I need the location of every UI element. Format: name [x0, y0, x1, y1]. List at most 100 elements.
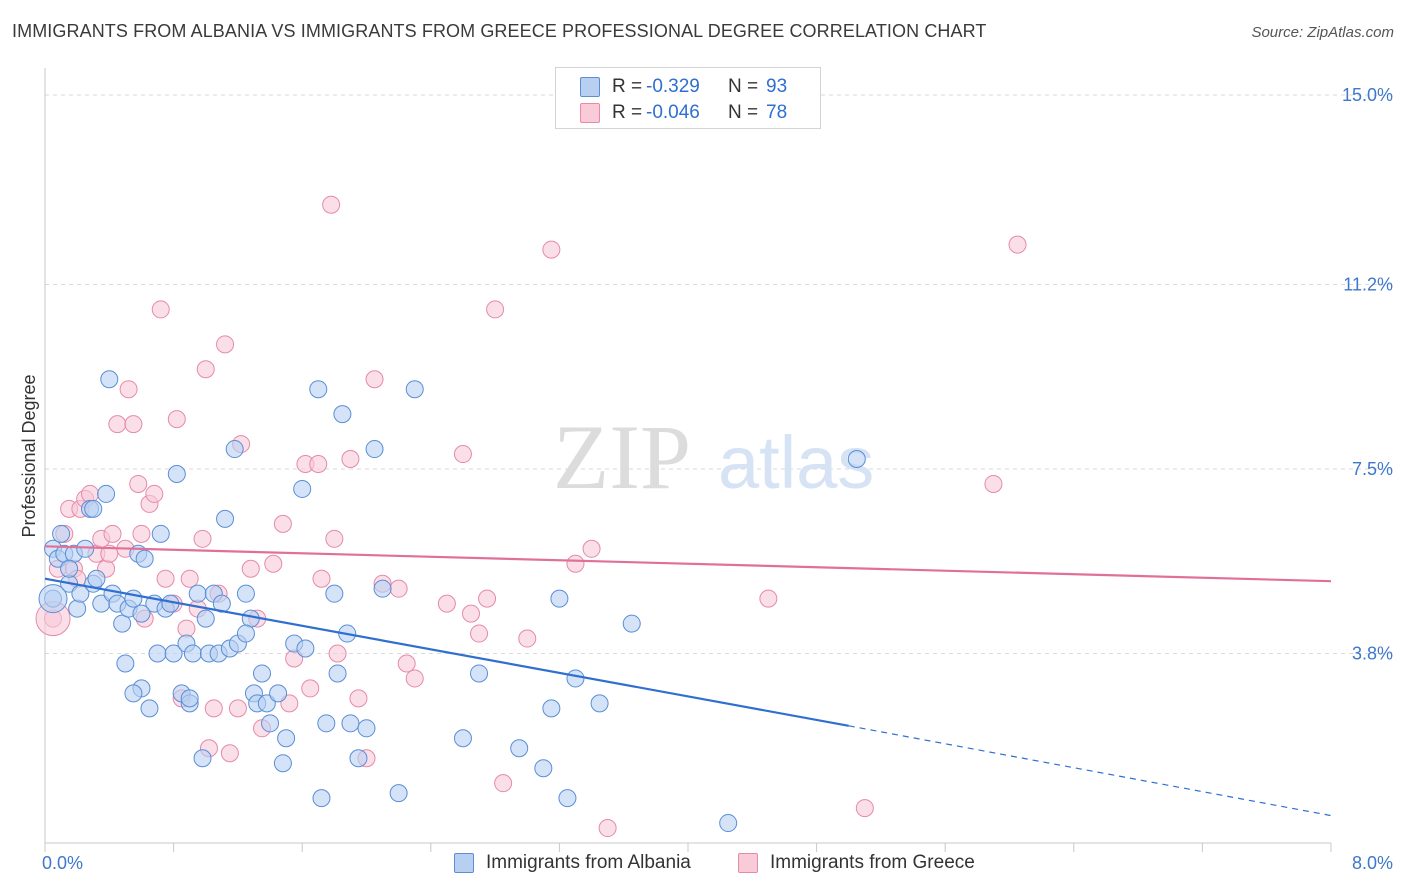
- data-point-greece: [518, 629, 537, 648]
- data-point-greece: [129, 474, 148, 493]
- data-point-albania: [566, 669, 585, 688]
- data-point-albania: [365, 440, 384, 459]
- data-point-greece: [855, 799, 874, 818]
- series-legend: Immigrants from Albania Immigrants from …: [0, 851, 1406, 877]
- data-point-albania: [847, 450, 866, 469]
- data-point-greece: [397, 654, 416, 673]
- data-point-greece: [103, 524, 122, 543]
- data-point-greece: [119, 380, 138, 399]
- greece-legend-swatch: [738, 853, 758, 873]
- data-point-albania: [309, 380, 328, 399]
- data-point-greece: [542, 240, 561, 259]
- y-tick-label: 3.8%: [1352, 644, 1393, 664]
- data-point-greece: [273, 514, 292, 533]
- data-point-albania: [357, 719, 376, 738]
- data-point-albania: [164, 644, 183, 663]
- y-tick-label: 11.2%: [1343, 274, 1393, 294]
- data-point-albania: [257, 694, 276, 713]
- data-point-albania: [293, 479, 312, 498]
- albania-n-value: 93: [766, 76, 788, 97]
- legend-row-greece: R = -0.046 N = 78: [580, 101, 787, 125]
- greece-legend-label: Immigrants from Greece: [770, 852, 975, 873]
- data-point-greece: [486, 300, 505, 319]
- data-point-albania: [534, 759, 553, 778]
- data-point-albania: [124, 684, 143, 703]
- data-point-greece: [156, 569, 175, 588]
- data-point-greece: [325, 529, 344, 548]
- data-point-greece: [301, 679, 320, 698]
- data-point-albania: [269, 684, 288, 703]
- data-point-albania: [97, 484, 116, 503]
- data-point-greece: [193, 529, 212, 548]
- y-tick-labels: 3.8% 7.5% 11.2% 15.0%: [1342, 85, 1393, 664]
- data-point-greece: [180, 569, 199, 588]
- watermark-zip: ZIP: [553, 406, 691, 508]
- data-point-albania: [241, 609, 260, 628]
- data-point-albania: [312, 789, 331, 808]
- trend-line-greece: [44, 545, 1332, 583]
- data-point-greece: [216, 335, 235, 354]
- legend-item-albania[interactable]: Immigrants from Albania: [454, 852, 691, 874]
- x-tick-label-min: 0.0%: [42, 853, 83, 873]
- data-point-greece: [124, 415, 143, 434]
- data-point-greece: [228, 699, 247, 718]
- data-point-albania: [325, 584, 344, 603]
- data-point-albania: [328, 664, 347, 683]
- data-point-greece: [453, 445, 472, 464]
- data-point-albania: [196, 609, 215, 628]
- data-point-greece: [437, 594, 456, 613]
- data-point-albania: [349, 749, 368, 768]
- data-point-albania: [622, 614, 641, 633]
- data-point-albania: [135, 549, 154, 568]
- data-point-greece: [984, 474, 1003, 493]
- data-point-albania: [84, 499, 103, 518]
- data-point-greece: [167, 410, 186, 429]
- data-point-albania: [253, 664, 272, 683]
- data-point-albania: [261, 714, 280, 733]
- data-point-greece: [470, 624, 489, 643]
- watermark-atlas: atlas: [718, 421, 874, 504]
- data-point-albania: [167, 464, 186, 483]
- data-point-greece: [1008, 235, 1027, 254]
- trend-line-albania: [44, 577, 849, 727]
- data-point-albania: [76, 539, 95, 558]
- data-point-greece: [108, 415, 127, 434]
- data-point-greece: [100, 544, 119, 563]
- series-albania: [38, 370, 866, 833]
- data-point-albania: [148, 644, 167, 663]
- data-point-albania: [140, 699, 159, 718]
- data-point-albania: [590, 694, 609, 713]
- data-point-albania: [68, 599, 87, 618]
- data-point-albania: [116, 654, 135, 673]
- data-point-greece: [582, 539, 601, 558]
- data-point-albania: [719, 814, 738, 833]
- data-point-albania: [183, 644, 202, 663]
- data-point-albania: [151, 524, 170, 543]
- data-point-albania: [405, 380, 424, 399]
- data-point-greece: [312, 569, 331, 588]
- data-point-albania: [558, 789, 577, 808]
- data-point-albania: [373, 579, 392, 598]
- data-point-albania: [216, 509, 235, 528]
- legend-item-greece[interactable]: Immigrants from Greece: [738, 852, 975, 874]
- data-point-albania: [225, 440, 244, 459]
- data-point-greece: [309, 455, 328, 474]
- correlation-legend: R = -0.329 N = 93 R = -0.046 N = 78: [555, 67, 821, 129]
- greece-n-label: N =: [728, 102, 759, 123]
- data-point-greece: [241, 559, 260, 578]
- y-axis-label: Professional Degree: [19, 374, 39, 537]
- chart-title: IMMIGRANTS FROM ALBANIA VS IMMIGRANTS FR…: [12, 21, 987, 41]
- data-point-albania: [236, 624, 255, 643]
- data-point-greece: [598, 819, 617, 838]
- data-point-albania: [296, 639, 315, 658]
- data-point-albania: [132, 604, 151, 623]
- y-tick-label: 7.5%: [1352, 459, 1393, 479]
- albania-r-label: R =: [612, 76, 643, 97]
- data-point-albania: [550, 589, 569, 608]
- grid-lines: [45, 94, 1391, 655]
- greece-n-value: 78: [766, 102, 788, 123]
- data-point-albania: [389, 784, 408, 803]
- trend-line-albania-extrapolated: [848, 725, 1332, 817]
- data-point-greece: [478, 589, 497, 608]
- data-point-greece: [365, 370, 384, 389]
